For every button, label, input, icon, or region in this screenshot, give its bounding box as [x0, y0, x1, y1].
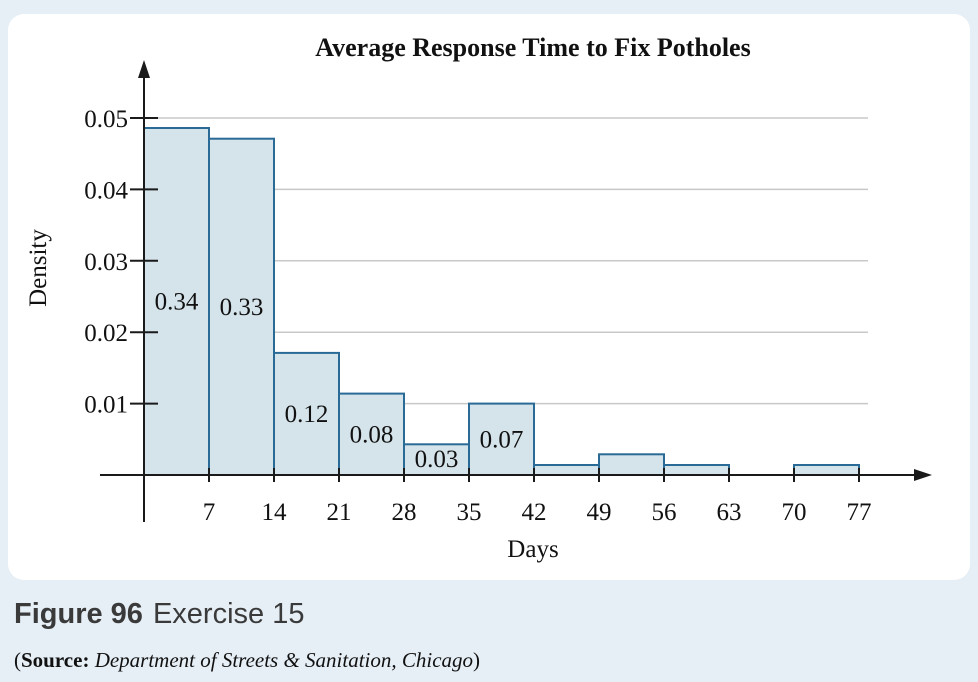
y-tick-label: 0.02 [84, 320, 128, 347]
bar-proportion-label: 0.12 [285, 401, 329, 428]
histogram-chart: Average Response Time to Fix Potholes 0.… [25, 33, 932, 563]
x-axis-arrow-icon [914, 469, 932, 481]
y-tick-label: 0.01 [84, 392, 128, 419]
source-close: ) [473, 648, 481, 672]
x-tick-label: 49 [587, 499, 612, 526]
bar-proportion-label: 0.34 [155, 288, 199, 315]
y-axis-arrow-icon [138, 60, 150, 78]
x-tick-label: 56 [652, 499, 677, 526]
y-tick-label: 0.03 [84, 249, 128, 276]
figure-number: Figure 96 [14, 598, 143, 630]
source-label: Source: [21, 648, 90, 672]
histogram-bar [533, 464, 600, 476]
bar-proportion-label: 0.03 [415, 446, 459, 473]
exercise-label: Exercise 15 [152, 598, 305, 630]
source-text: Department of Streets & Sanitation, Chic… [94, 648, 474, 672]
y-tick-label: 0.05 [84, 106, 128, 133]
histogram-bar [663, 464, 730, 476]
histogram-bar [793, 464, 860, 476]
bar-proportion-label: 0.08 [350, 421, 394, 448]
histogram-bar [468, 402, 535, 477]
source-open: ( [14, 648, 21, 672]
x-tick-label: 28 [392, 499, 417, 526]
x-tick-label: 63 [717, 499, 742, 526]
axes: 7 14 21 28 35 42 49 56 63 70 77 0.01 0.02 0.03 0.04 0.0… [84, 60, 932, 526]
x-tick-label: 35 [457, 499, 482, 526]
figure-caption: Figure 96 Exercise 15 [14, 598, 304, 631]
x-tick-label: 70 [782, 499, 807, 526]
histogram-bar [338, 392, 405, 477]
bar-proportion-label: 0.33 [220, 294, 264, 321]
x-tick-label: 7 [203, 499, 216, 526]
y-axis-label: Density [25, 229, 52, 307]
bars: 0.34 0.33 0.12 0.08 0.03 0.07 [143, 126, 860, 477]
source-line: (Source: Department of Streets & Sanitat… [14, 648, 480, 673]
histogram-bar [598, 453, 665, 477]
x-tick-label: 14 [262, 499, 288, 526]
x-axis-label: Days [507, 536, 558, 563]
bar-proportion-label: 0.07 [480, 426, 524, 453]
x-tick-label: 77 [847, 499, 872, 526]
chart-title: Average Response Time to Fix Potholes [315, 33, 750, 62]
y-tick-label: 0.04 [84, 177, 128, 204]
x-tick-label: 21 [327, 499, 352, 526]
x-tick-label: 42 [522, 499, 547, 526]
